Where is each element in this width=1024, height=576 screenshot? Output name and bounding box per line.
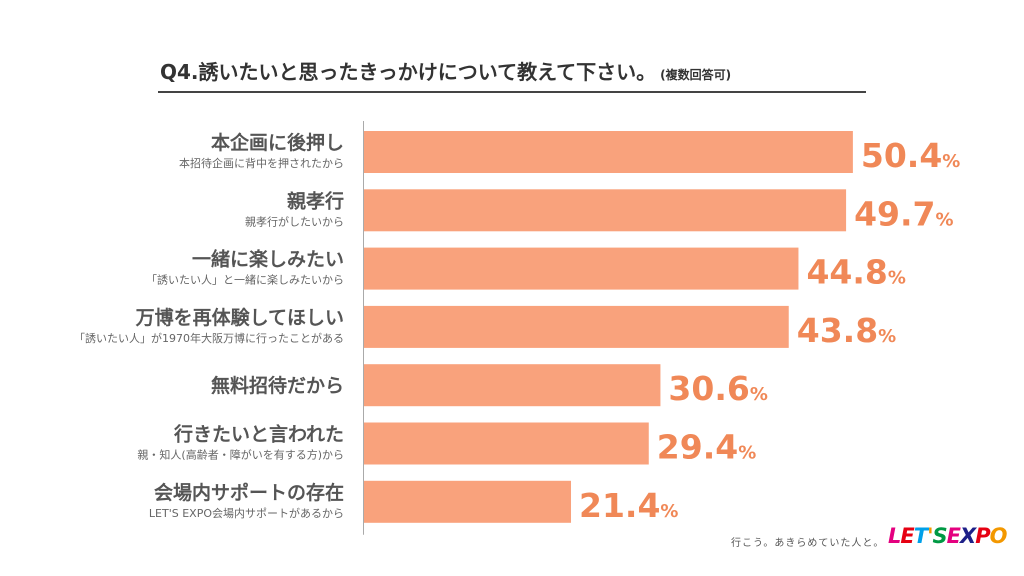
bar (363, 480, 572, 523)
data-label-unit: % (738, 443, 756, 464)
bar (363, 247, 799, 290)
logo-letter: O (989, 524, 1008, 548)
bar (363, 364, 661, 407)
category-label: 無料招待だから (211, 374, 344, 397)
category-sublabel: LET'S EXPO会場内サポートがあるから (149, 506, 344, 520)
category-label: 親孝行 (287, 189, 344, 212)
category-label: 本企画に後押し (211, 131, 344, 154)
bar (363, 189, 847, 232)
data-label: 50.4% (861, 136, 960, 175)
data-label: 21.4% (579, 486, 678, 525)
data-label-unit: % (936, 209, 954, 230)
lets-expo-logo: LET'SEXPO (888, 524, 1008, 548)
category-sublabel: 本招待企画に背中を押されたから (179, 156, 344, 170)
data-label: 29.4% (657, 428, 756, 467)
category-label: 万博を再体験してほしい (135, 306, 344, 329)
category-sublabel: 「誘いたい人」と一緒に楽しみたいから (146, 273, 344, 287)
logo-letter: P (975, 524, 990, 548)
data-label-unit: % (878, 326, 896, 347)
logo-letter: E (900, 524, 914, 548)
chart-title: Q4.誘いたいと思ったきっかけについて教えて下さい。 (複数回答可) (160, 56, 870, 85)
category-sublabel: 「誘いたい人」が1970年大阪万博に行ったことがある (74, 331, 344, 345)
logo-letter: S (932, 524, 948, 548)
category-label: 行きたいと言われた (173, 423, 344, 446)
logo-letter: ' (927, 524, 934, 548)
data-label: 43.8% (797, 311, 896, 350)
data-label: 49.7% (854, 194, 953, 233)
logo-letter: T (913, 524, 928, 548)
data-label-unit: % (750, 384, 768, 405)
data-label-unit: % (660, 501, 678, 522)
category-label: 一緒に楽しみたい (192, 248, 344, 271)
data-label-unit: % (888, 268, 906, 289)
title-note: (複数回答可) (660, 68, 732, 82)
logo-letter: L (888, 524, 901, 548)
bar (363, 131, 853, 173)
data-label: 30.6% (668, 369, 767, 408)
bar (363, 305, 789, 348)
footer-tagline: 行こう。あきらめていた人と。 (731, 538, 885, 549)
logo-letter: E (946, 524, 961, 548)
data-label: 44.8% (806, 253, 905, 292)
title-underline (158, 91, 866, 93)
category-label: 会場内サポートの存在 (154, 481, 344, 504)
category-sublabel: 親孝行がしたいから (245, 214, 344, 228)
title-text: Q4.誘いたいと思ったきっかけについて教えて下さい。 (160, 60, 657, 84)
bar (363, 422, 649, 465)
category-sublabel: 親・知人(高齢者・障がいを有する方)から (137, 448, 344, 462)
data-label-unit: % (942, 151, 960, 172)
logo-letter: X (960, 524, 976, 548)
